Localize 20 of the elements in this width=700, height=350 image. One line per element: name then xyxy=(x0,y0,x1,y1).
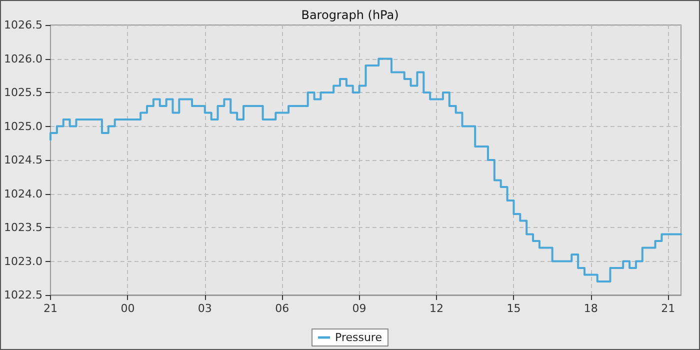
x-tick-label: 21 xyxy=(43,302,58,315)
x-tick-label: 21 xyxy=(661,302,676,315)
y-tick-label: 1026.5 xyxy=(4,18,42,32)
y-tick-label: 1025.5 xyxy=(4,86,42,99)
x-tick-label: 18 xyxy=(584,302,598,315)
x-tick-label: 15 xyxy=(506,302,521,315)
x-tick-label: 09 xyxy=(352,302,366,315)
chart-title: Barograph (hPa) xyxy=(301,8,399,22)
y-tick-label: 1023.0 xyxy=(4,254,42,268)
x-tick-label: 12 xyxy=(430,302,444,315)
y-tick-label: 1022.5 xyxy=(4,288,42,302)
y-tick-label: 1026.0 xyxy=(4,52,42,66)
legend-label: Pressure xyxy=(335,331,382,344)
y-tick-label: 1025.0 xyxy=(4,120,42,133)
x-tick-label: 00 xyxy=(120,302,135,315)
x-tick-label: 06 xyxy=(275,302,290,315)
x-tick-label: 03 xyxy=(198,302,212,315)
y-tick-label: 1023.5 xyxy=(4,221,42,234)
y-tick-label: 1024.0 xyxy=(4,187,42,200)
y-tick-label: 1024.5 xyxy=(4,154,42,166)
